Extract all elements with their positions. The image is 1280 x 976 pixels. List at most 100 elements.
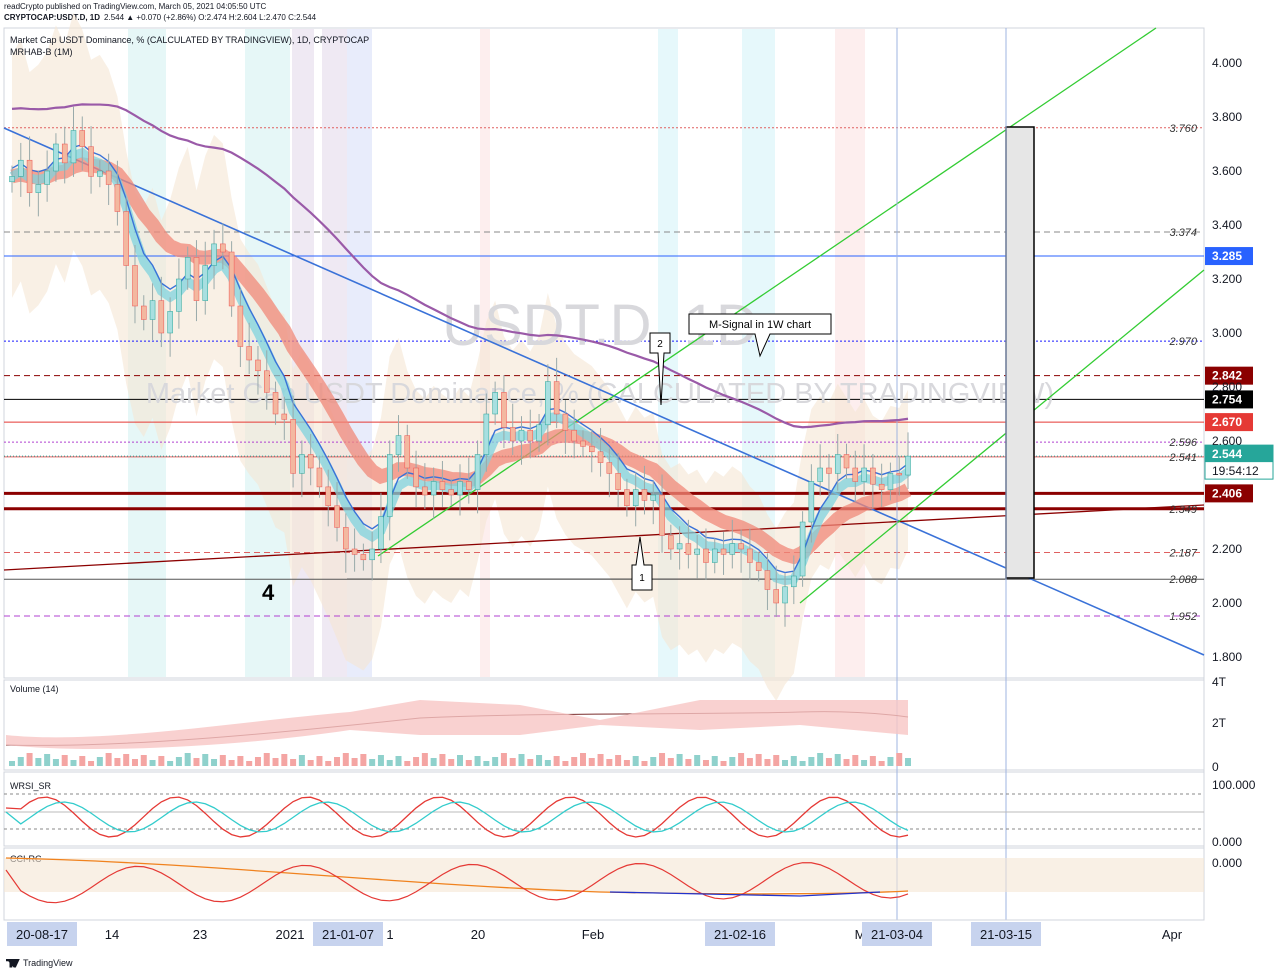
price-tick-4: 3.200 [1212, 272, 1242, 286]
volume-tick-4t: 4T [1212, 675, 1227, 689]
price-box-1 [1205, 366, 1253, 385]
time-hl-4 [313, 922, 383, 946]
volume-bar-48 [430, 758, 437, 766]
candle-body-99 [878, 483, 885, 490]
candle-body-41 [369, 548, 375, 561]
volume-bar-66 [588, 758, 595, 766]
volume-bar-93 [825, 758, 832, 766]
wave-2-label: 2 [657, 339, 663, 350]
candle-body-5 [53, 143, 59, 172]
volume-bar-10 [96, 757, 103, 766]
price-box-3 [1205, 413, 1253, 432]
candle-body-53 [474, 454, 481, 490]
level-label-7: 2.088 [1168, 574, 1197, 586]
volume-bar-24 [219, 755, 226, 766]
volume-bar-94 [834, 754, 841, 766]
volume-bar-79 [702, 760, 709, 766]
volume-bar-4 [44, 754, 51, 766]
candle-body-86 [764, 570, 771, 590]
volume-bar-5 [52, 759, 59, 766]
time-label-6: 20 [471, 927, 485, 942]
publish-info: readCrypto published on TradingView.com,… [4, 2, 267, 11]
volume-bar-53 [474, 756, 481, 766]
candle-body-48 [430, 481, 437, 496]
candle-body-38 [343, 527, 349, 550]
time-label-5: 1 [386, 927, 393, 942]
cci-blue [609, 891, 881, 897]
tradingview-logo[interactable]: TradingView [6, 958, 73, 968]
level-label-8: 1.952 [1169, 611, 1197, 623]
volume-bar-99 [878, 761, 885, 766]
volume-bar-73 [650, 757, 657, 766]
blue-trendline [3, 127, 1205, 656]
price-axis[interactable]: 4.000 3.800 3.600 3.400 3.200 3.000 2.800 2.600… [1212, 56, 1242, 664]
volume-bar-91 [808, 757, 815, 766]
target-box [1005, 126, 1035, 579]
time-label-8: 21-02-16 [714, 927, 766, 942]
time-axis[interactable]: 20-08-17 14 23 2021 21-01-07 1 20 Feb 21-02-16 M 2… [7, 922, 1183, 946]
price-tick-5: 3.000 [1212, 326, 1242, 340]
symbol-text: CRYPTOCAP:USDT.D, 1D [4, 13, 101, 22]
candle-body-44 [395, 435, 402, 455]
volume-bar-52 [465, 760, 472, 766]
volume-cloud [6, 700, 908, 750]
volume-bar-58 [518, 754, 525, 766]
time-label-1: 14 [105, 927, 119, 942]
candle-body-17 [158, 300, 165, 334]
volume-tick-0: 0 [1212, 760, 1219, 774]
candle-body-50 [448, 489, 454, 496]
candle-body-24 [220, 243, 226, 253]
volume-bar-19 [175, 757, 182, 766]
volume-bars [5, 700, 911, 766]
candles-layer [9, 106, 911, 627]
candle-body-45 [404, 435, 411, 469]
rsi-pane[interactable] [3, 771, 1205, 847]
candle-body-85 [755, 562, 762, 571]
candle-body-7 [70, 130, 77, 164]
candle-body-20 [184, 257, 191, 280]
volume-bar-27 [246, 761, 253, 766]
wave-4-label: 4 [262, 580, 275, 605]
candle-body-66 [589, 446, 595, 453]
volume-bar-90 [799, 761, 806, 766]
price-box-2 [1205, 390, 1253, 409]
time-label-2: 23 [193, 927, 207, 942]
volume-bar-71 [632, 756, 639, 766]
price-tick-8: 2.200 [1212, 542, 1242, 556]
volume-bar-47 [421, 753, 428, 766]
candle-body-67 [597, 451, 604, 463]
volume-bar-13 [123, 754, 130, 766]
rsi-signal [5, 801, 909, 833]
volume-bar-67 [597, 754, 604, 766]
volume-bar-80 [711, 756, 718, 766]
price-tick-10: 1.800 [1212, 650, 1242, 664]
candle-body-13 [123, 211, 129, 266]
level-label-6: 2.187 [1168, 548, 1197, 560]
candle-body-79 [703, 548, 709, 563]
candle-body-84 [747, 548, 753, 563]
candle-body-29 [263, 370, 270, 393]
candle-body-42 [378, 516, 384, 550]
candle-body-30 [272, 392, 279, 415]
candle-body-22 [202, 265, 209, 301]
candle-body-39 [351, 548, 358, 555]
candle-body-80 [711, 548, 718, 563]
candle-body-95 [843, 454, 850, 469]
price-tick-0: 4.000 [1212, 56, 1242, 70]
volume-bar-43 [386, 760, 393, 766]
countdown-label: 19:54:12 [1212, 464, 1259, 478]
volume-bar-100 [887, 757, 894, 766]
volume-bar-11 [105, 753, 112, 766]
candle-body-70 [624, 489, 630, 507]
main-title: Market Cap USDT Dominance, % (CALCULATED… [10, 35, 369, 45]
price-box-label-2: 2.754 [1212, 392, 1242, 406]
volume-bar-28 [254, 757, 261, 766]
candle-body-47 [422, 486, 428, 496]
candle-body-78 [694, 548, 700, 555]
purple-ma [11, 103, 909, 429]
candle-body-32 [290, 419, 296, 474]
price-box-label-3: 2.670 [1212, 415, 1242, 429]
candle-body-58 [518, 429, 525, 442]
candle-body-62 [553, 381, 560, 415]
